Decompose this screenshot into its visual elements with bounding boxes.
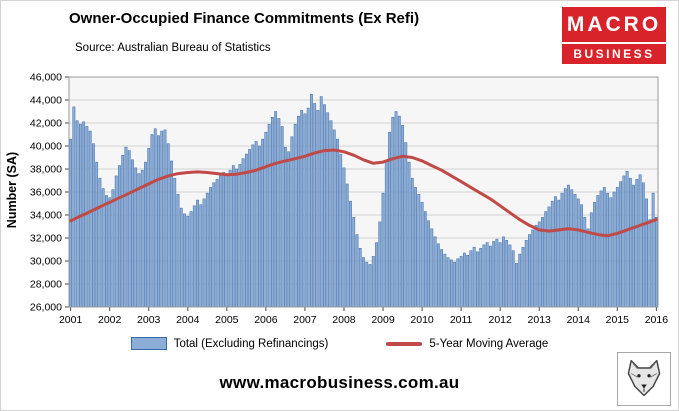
svg-text:46,000: 46,000 (30, 72, 62, 84)
svg-text:32,000: 32,000 (30, 233, 62, 245)
svg-text:2015: 2015 (606, 314, 630, 326)
svg-text:26,000: 26,000 (30, 302, 62, 314)
svg-text:36,000: 36,000 (30, 187, 62, 199)
svg-text:2001: 2001 (59, 314, 83, 326)
svg-text:2007: 2007 (293, 314, 317, 326)
svg-text:2016: 2016 (645, 314, 669, 326)
svg-text:2002: 2002 (98, 314, 122, 326)
svg-text:2014: 2014 (567, 314, 591, 326)
chart-area: 26,000 28,000 30,000 32,000 34,000 36,000 38,0… (1, 65, 678, 331)
svg-text:2009: 2009 (371, 314, 395, 326)
svg-text:2012: 2012 (488, 314, 512, 326)
chart-legend: Total (Excluding Refinancings) 5-Year Mo… (1, 337, 678, 350)
legend-item-moving-average: 5-Year Moving Average (386, 338, 548, 350)
svg-text:2003: 2003 (137, 314, 161, 326)
chart-source: Source: Australian Bureau of Statistics (75, 42, 271, 54)
website-url: www.macrobusiness.com.au (219, 373, 460, 392)
chart-plot: 26,000 28,000 30,000 32,000 34,000 36,000 38,0… (30, 72, 669, 327)
svg-text:2010: 2010 (410, 314, 434, 326)
svg-text:30,000: 30,000 (30, 256, 62, 268)
svg-text:2006: 2006 (254, 314, 278, 326)
svg-text:2011: 2011 (450, 314, 473, 326)
svg-text:34,000: 34,000 (30, 210, 62, 222)
logo-macro-text: MACRO (562, 7, 666, 42)
legend-swatch-total-bar (130, 337, 167, 350)
chart-title: Owner-Occupied Finance Commitments (Ex R… (69, 10, 420, 27)
svg-text:2013: 2013 (528, 314, 552, 326)
legend-swatch-ma-line (386, 341, 423, 346)
wolf-icon (627, 359, 661, 397)
legend-label-total: Total (Excluding Refinancings) (173, 337, 329, 350)
logo-business-text: BUSINESS (562, 44, 666, 64)
svg-text:42,000: 42,000 (30, 118, 62, 130)
svg-text:2005: 2005 (215, 314, 239, 326)
macrobusiness-logo: MACRO BUSINESS (562, 7, 666, 64)
legend-item-total: Total (Excluding Refinancings) (130, 337, 329, 350)
legend-label-moving-average: 5-Year Moving Average (429, 337, 549, 350)
svg-text:38,000: 38,000 (30, 164, 62, 176)
svg-text:2008: 2008 (332, 314, 356, 326)
svg-text:28,000: 28,000 (30, 279, 62, 291)
svg-text:44,000: 44,000 (30, 95, 62, 107)
svg-text:40,000: 40,000 (30, 141, 62, 153)
svg-text:2004: 2004 (176, 314, 200, 326)
wolf-logo (617, 352, 671, 406)
